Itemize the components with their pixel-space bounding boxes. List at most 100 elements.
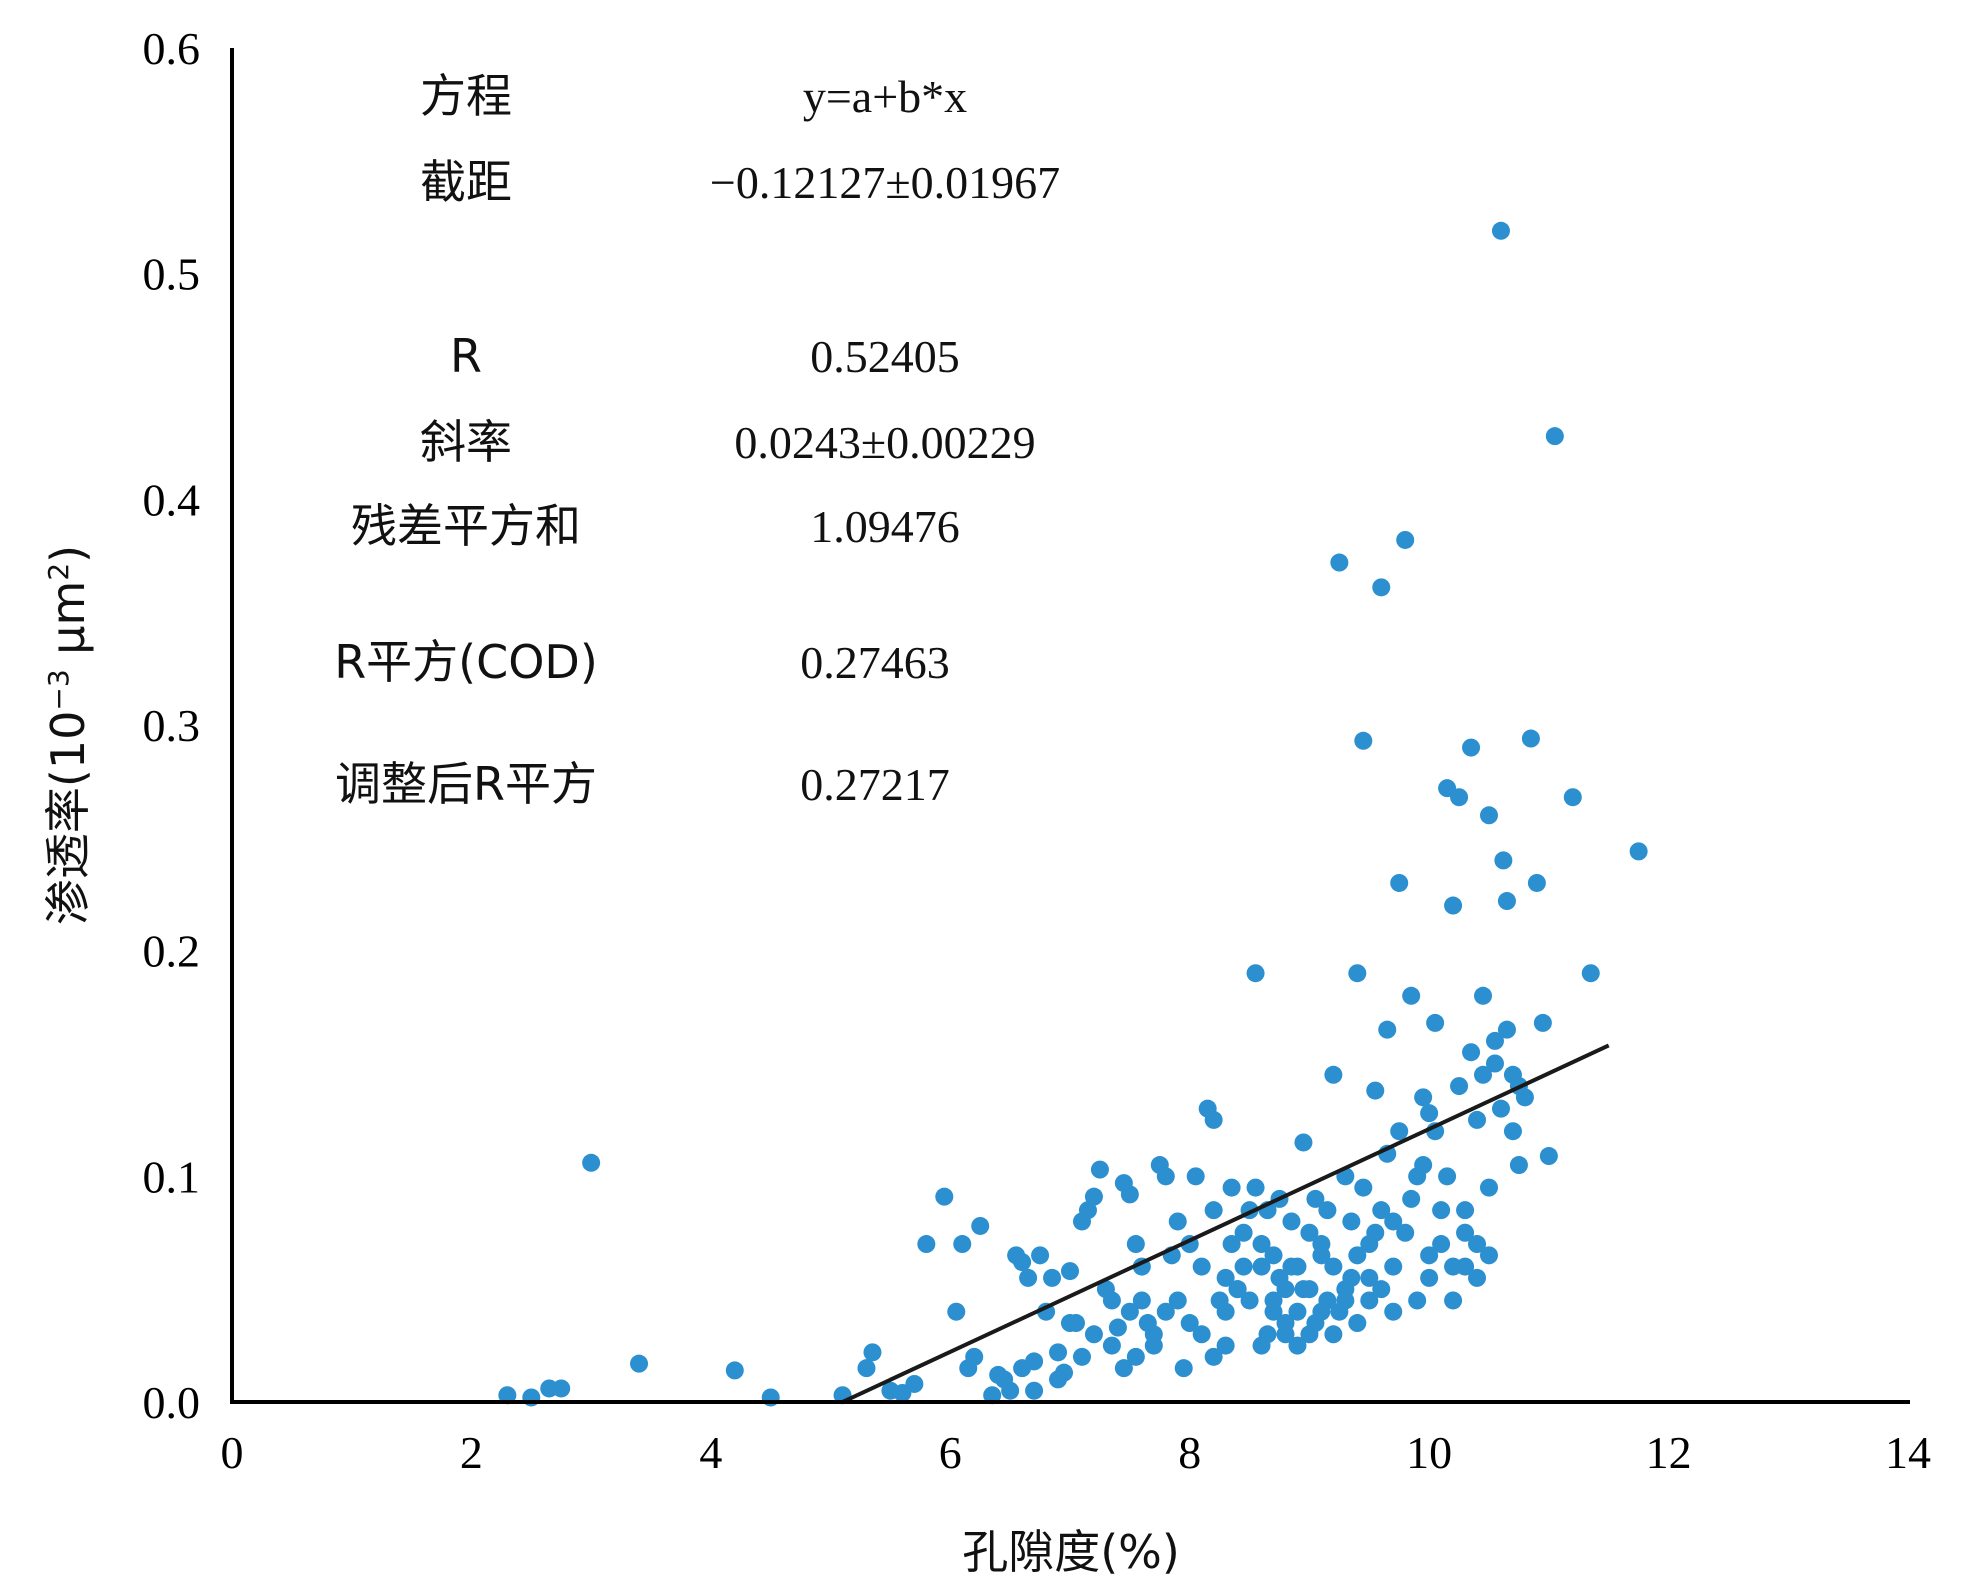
data-point <box>1480 1178 1498 1197</box>
data-point <box>1336 1291 1355 1310</box>
data-point <box>1102 1336 1121 1355</box>
x-tick-label: 10 <box>1406 1427 1452 1478</box>
y-axis-label: 渗透率(10−3 μm2) <box>41 545 95 925</box>
data-point <box>1120 1185 1139 1204</box>
data-point <box>1450 1077 1469 1096</box>
data-point <box>1216 1302 1235 1321</box>
x-tick-labels: 0 2 4 6 8 10 12 14 <box>221 1427 1932 1478</box>
data-point <box>1468 1268 1487 1287</box>
data-point <box>1013 1359 1032 1378</box>
data-point <box>1312 1235 1331 1254</box>
data-point <box>1539 1147 1558 1166</box>
stat-value: 1.09476 <box>810 501 960 552</box>
stat-label: 截距 <box>420 155 512 209</box>
stat-value: 0.27463 <box>800 637 950 688</box>
data-point <box>1348 1246 1367 1265</box>
data-point <box>1503 1122 1522 1141</box>
regression-stats-table: 方程 y=a+b*x 截距 −0.12127±0.01967 R 0.52405 斜率 0.0… <box>334 69 1060 811</box>
data-point <box>1132 1291 1151 1310</box>
data-point <box>1354 1178 1373 1197</box>
data-point <box>1102 1291 1121 1310</box>
data-point <box>1192 1257 1211 1276</box>
data-point <box>498 1386 517 1405</box>
data-point <box>1485 1054 1504 1073</box>
data-point <box>1324 1257 1343 1276</box>
y-axis-label-unit: μm <box>41 581 95 670</box>
y-axis-label-unit-exp: 2 <box>42 563 75 581</box>
data-point <box>1222 1235 1241 1254</box>
data-point <box>1342 1212 1361 1231</box>
data-point <box>1545 427 1564 446</box>
data-point <box>1252 1257 1271 1276</box>
data-point <box>1474 1065 1493 1084</box>
data-point <box>1480 1246 1498 1265</box>
data-point <box>1462 1043 1481 1062</box>
data-point <box>1390 1122 1409 1141</box>
stat-value: 0.27217 <box>800 759 950 810</box>
data-point <box>1432 1201 1451 1220</box>
x-axis-label: 孔隙度(%) <box>962 1525 1180 1579</box>
data-point <box>1494 851 1513 870</box>
data-point <box>1108 1318 1127 1337</box>
data-point <box>1384 1302 1403 1321</box>
data-point <box>725 1361 744 1380</box>
data-point <box>1013 1253 1032 1272</box>
data-point <box>1246 964 1265 983</box>
data-point <box>1246 1178 1265 1197</box>
data-point <box>1384 1257 1403 1276</box>
y-axis-label-main: 渗透率(10 <box>41 711 95 925</box>
data-point <box>1031 1246 1050 1265</box>
data-point <box>905 1374 924 1393</box>
regression-line <box>841 1043 1610 1404</box>
data-point <box>1348 1314 1367 1333</box>
data-point <box>1234 1257 1253 1276</box>
stat-value: 0.0243±0.00229 <box>734 417 1035 468</box>
data-point <box>1043 1268 1062 1287</box>
data-point <box>1186 1167 1205 1186</box>
data-point <box>1450 788 1469 807</box>
data-point <box>1444 896 1463 915</box>
data-point <box>1300 1325 1319 1344</box>
data-point <box>1300 1223 1319 1242</box>
data-point <box>1204 1110 1223 1129</box>
data-point <box>1360 1291 1379 1310</box>
data-point <box>1366 1223 1385 1242</box>
data-point <box>1228 1280 1247 1299</box>
data-point <box>863 1343 882 1362</box>
data-point <box>1306 1189 1325 1208</box>
y-axis-label-close: ) <box>41 545 95 563</box>
data-point <box>1222 1178 1241 1197</box>
data-point <box>582 1153 601 1172</box>
x-tick-label: 2 <box>460 1427 483 1478</box>
data-point <box>1563 788 1582 807</box>
data-point <box>1288 1336 1307 1355</box>
data-point <box>1462 738 1481 757</box>
data-point <box>1468 1110 1487 1129</box>
data-point <box>1240 1291 1259 1310</box>
data-point <box>1282 1257 1301 1276</box>
y-tick-label: 0.4 <box>143 474 201 525</box>
data-point <box>1509 1156 1528 1175</box>
data-point <box>1061 1262 1079 1281</box>
data-point <box>1252 1336 1271 1355</box>
data-point <box>1126 1347 1145 1366</box>
data-point <box>1180 1314 1199 1333</box>
data-point <box>1264 1246 1283 1265</box>
data-point <box>983 1386 1002 1405</box>
data-point <box>1402 986 1421 1005</box>
data-point <box>1090 1160 1109 1179</box>
data-point <box>1438 1167 1457 1186</box>
data-point <box>1252 1235 1271 1254</box>
data-point <box>1521 729 1540 748</box>
data-point <box>1456 1201 1475 1220</box>
data-point <box>1527 873 1546 892</box>
data-point <box>1001 1381 1020 1400</box>
data-point <box>947 1302 966 1321</box>
data-point <box>1420 1268 1439 1287</box>
stat-label: 方程 <box>420 69 512 123</box>
data-point <box>1276 1314 1295 1333</box>
data-point <box>1126 1235 1145 1254</box>
data-point <box>1497 892 1516 911</box>
stat-label: 调整后R平方 <box>335 757 597 811</box>
